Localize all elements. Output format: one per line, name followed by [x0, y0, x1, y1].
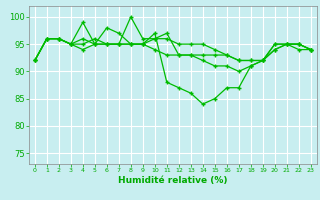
X-axis label: Humidité relative (%): Humidité relative (%) — [118, 176, 228, 185]
